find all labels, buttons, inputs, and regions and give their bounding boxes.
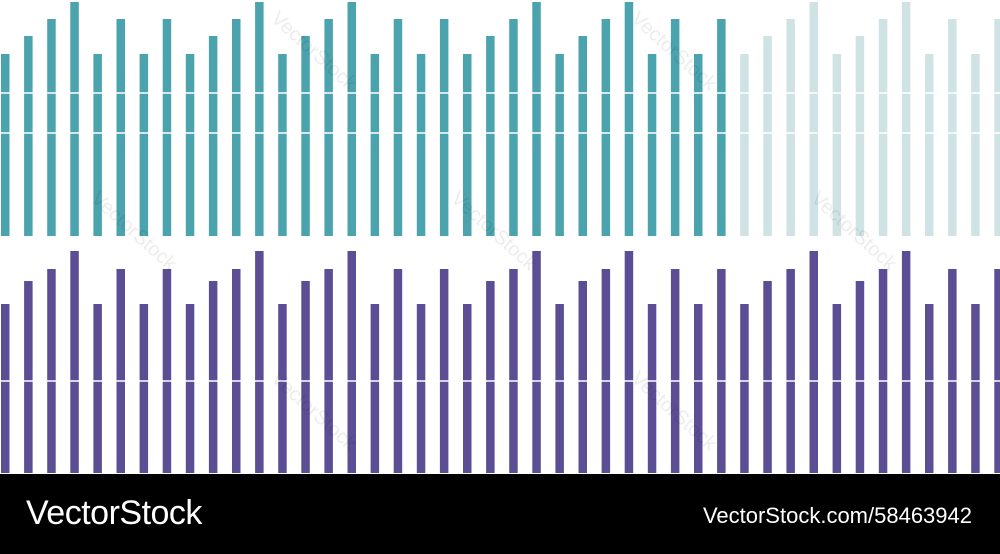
purple-bar xyxy=(486,281,495,473)
teal-bar xyxy=(232,19,241,236)
teal-bar xyxy=(347,2,356,236)
purple-bar xyxy=(370,304,380,473)
purple-bar xyxy=(670,269,680,473)
teal-bar xyxy=(717,19,726,236)
purple-bar xyxy=(832,304,842,473)
purple-bar xyxy=(70,251,79,473)
purple-bar xyxy=(578,281,587,473)
purple-bar xyxy=(347,251,356,473)
teal-bar xyxy=(24,36,33,236)
purple-bar xyxy=(47,269,56,473)
purple-bar xyxy=(116,269,125,473)
image-reference: VectorStock.com/58463942 xyxy=(702,503,972,528)
teal-bar xyxy=(855,36,865,236)
purple-bar xyxy=(647,304,657,473)
teal-bar xyxy=(509,19,518,236)
teal-bar xyxy=(994,19,1000,236)
purple-bar xyxy=(255,251,264,473)
teal-bar xyxy=(416,54,426,236)
teal-bar xyxy=(878,19,888,236)
purple-bar xyxy=(232,269,241,473)
purple-bar xyxy=(301,281,310,473)
teal-bar xyxy=(301,36,310,236)
purple-bar xyxy=(532,251,541,473)
teal-bar xyxy=(578,36,587,236)
purple-bar xyxy=(971,304,980,473)
teal-bar xyxy=(763,36,772,236)
purple-bar xyxy=(624,251,634,473)
purple-bar xyxy=(463,304,472,473)
purple-bar xyxy=(416,304,426,473)
purple-bar xyxy=(93,304,102,473)
purple-bar-band xyxy=(0,251,1000,473)
teal-bar xyxy=(948,19,957,236)
purple-bar xyxy=(324,269,333,473)
purple-bar xyxy=(162,269,172,473)
purple-bar xyxy=(901,251,911,473)
purple-bar xyxy=(185,304,195,473)
teal-bar xyxy=(162,19,172,236)
purple-bar xyxy=(786,269,795,473)
teal-bar xyxy=(832,54,842,236)
teal-bar xyxy=(670,19,680,236)
purple-bar xyxy=(694,304,703,473)
footer-bar: VectorStock VectorStock.com/58463942 xyxy=(0,474,1000,554)
teal-bar xyxy=(740,54,749,236)
teal-bar xyxy=(694,54,703,236)
teal-bar xyxy=(809,2,818,236)
teal-bar xyxy=(47,19,56,236)
purple-bar xyxy=(139,304,149,473)
teal-bar xyxy=(116,19,125,236)
teal-bar xyxy=(185,54,195,236)
purple-bar xyxy=(1,304,10,473)
purple-bar xyxy=(393,269,403,473)
purple-bar xyxy=(509,269,518,473)
purple-bar xyxy=(601,269,611,473)
teal-bar xyxy=(971,54,980,236)
teal-bar xyxy=(370,54,380,236)
purple-bar xyxy=(717,269,726,473)
teal-bar xyxy=(624,2,634,236)
purple-bar xyxy=(994,269,1000,473)
purple-bar xyxy=(278,304,287,473)
purple-bar xyxy=(809,251,818,473)
purple-bar xyxy=(925,304,934,473)
teal-bar xyxy=(70,2,79,236)
teal-bar xyxy=(1,54,10,236)
purple-bar xyxy=(208,281,218,473)
purple-bar xyxy=(763,281,772,473)
teal-bar xyxy=(532,2,541,236)
purple-bar xyxy=(439,269,449,473)
purple-bar xyxy=(878,269,888,473)
teal-bar-band xyxy=(0,2,1000,236)
purple-bar xyxy=(948,269,957,473)
teal-bar xyxy=(278,54,287,236)
teal-bar xyxy=(255,2,264,236)
teal-bar xyxy=(601,19,611,236)
teal-bar xyxy=(208,36,218,236)
teal-bar xyxy=(393,19,403,236)
brand-logo-text: VectorStock xyxy=(26,494,202,532)
teal-bar xyxy=(439,19,449,236)
teal-bar xyxy=(139,54,149,236)
teal-bar xyxy=(901,2,911,236)
purple-bar xyxy=(555,304,564,473)
teal-bar xyxy=(555,54,564,236)
purple-bar xyxy=(24,281,33,473)
teal-bar xyxy=(786,19,795,236)
teal-bar xyxy=(486,36,495,236)
teal-bar xyxy=(647,54,657,236)
purple-bar xyxy=(855,281,865,473)
teal-bar xyxy=(93,54,102,236)
teal-bar xyxy=(324,19,333,236)
teal-bar xyxy=(463,54,472,236)
purple-bar xyxy=(740,304,749,473)
teal-bar xyxy=(925,54,934,236)
